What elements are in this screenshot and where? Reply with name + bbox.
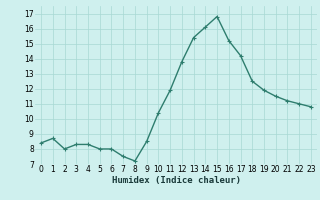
X-axis label: Humidex (Indice chaleur): Humidex (Indice chaleur) xyxy=(111,176,241,185)
